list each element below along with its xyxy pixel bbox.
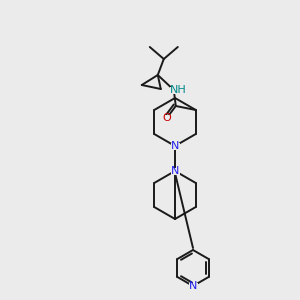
Text: O: O: [162, 113, 171, 123]
Text: NH: NH: [169, 85, 186, 95]
Bar: [188, 283, 197, 290]
Text: N: N: [189, 281, 197, 291]
Bar: [170, 86, 184, 94]
Text: N: N: [171, 166, 179, 176]
Text: N: N: [171, 141, 179, 151]
Bar: [162, 115, 171, 122]
Bar: [170, 142, 179, 149]
Bar: [170, 167, 179, 175]
